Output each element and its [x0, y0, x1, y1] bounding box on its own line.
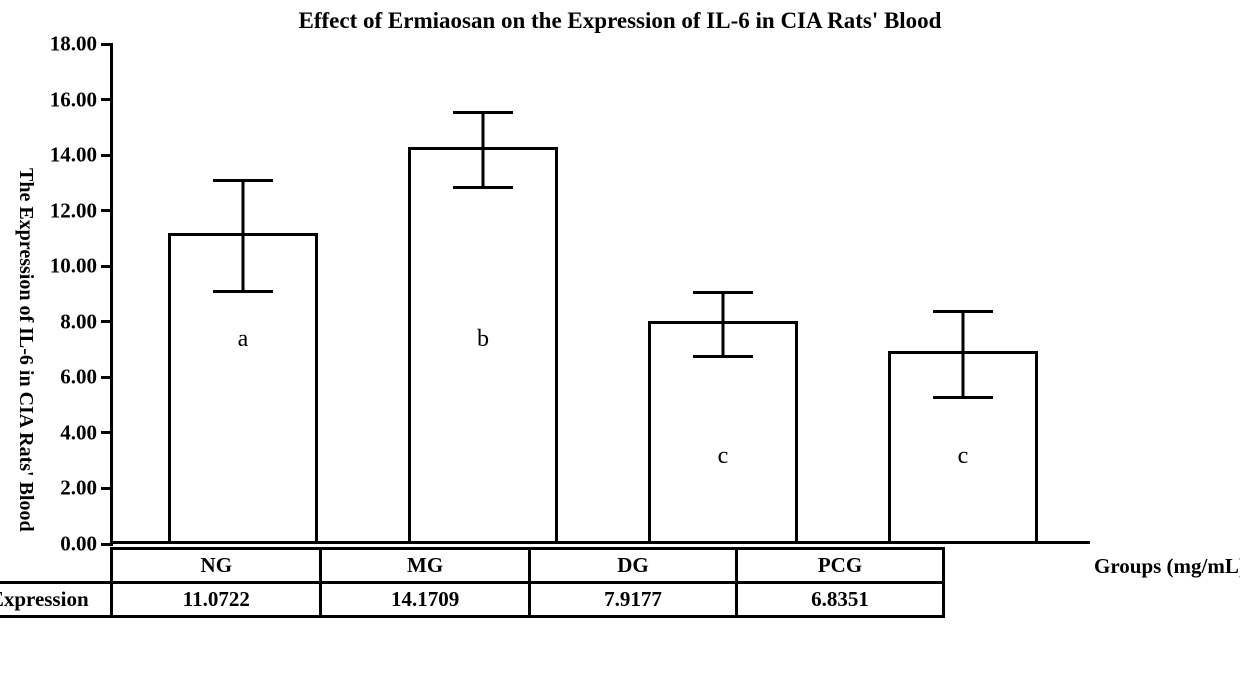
- y-tick-label: 6.00: [60, 365, 113, 390]
- y-axis-label: The Expression of IL-6 in CIA Rats' Bloo…: [14, 80, 37, 620]
- error-bar: [962, 311, 965, 397]
- bar-letter: c: [891, 443, 1035, 470]
- error-cap: [213, 179, 273, 182]
- bar-letter: a: [171, 326, 315, 353]
- bar-letter: b: [411, 326, 555, 353]
- table-row: NGMGDGPCG: [0, 549, 944, 583]
- y-tick-label: 2.00: [60, 476, 113, 501]
- table-category-cell: PCG: [737, 549, 944, 583]
- y-tick-label: 4.00: [60, 420, 113, 445]
- error-cap: [453, 186, 513, 189]
- y-tick-label: 16.00: [50, 87, 113, 112]
- error-cap: [933, 396, 993, 399]
- table-row: Expression11.072214.17097.91776.8351: [0, 583, 944, 617]
- table-row-label: Expression: [0, 583, 112, 617]
- error-bar: [482, 113, 485, 188]
- error-cap: [693, 355, 753, 358]
- error-cap: [453, 111, 513, 114]
- error-bar: [242, 181, 245, 292]
- error-bar: [722, 292, 725, 356]
- bar-mg: b: [408, 147, 558, 541]
- data-table: NGMGDGPCGExpression11.072214.17097.91776…: [0, 547, 945, 618]
- y-tick-label: 8.00: [60, 309, 113, 334]
- plot-wrap: 0.002.004.006.008.0010.0012.0014.0016.00…: [110, 44, 1090, 544]
- bar-letter: c: [651, 443, 795, 470]
- y-tick-label: 10.00: [50, 254, 113, 279]
- y-tick-label: 18.00: [50, 32, 113, 57]
- plot-area: 0.002.004.006.008.0010.0012.0014.0016.00…: [110, 44, 1090, 544]
- table-category-cell: NG: [112, 549, 321, 583]
- table-blank-cell: [0, 549, 112, 583]
- table-value-cell: 7.9177: [530, 583, 737, 617]
- error-cap: [933, 310, 993, 313]
- y-tick-label: 12.00: [50, 198, 113, 223]
- table-value-cell: 11.0722: [112, 583, 321, 617]
- error-cap: [213, 290, 273, 293]
- table-value-cell: 14.1709: [321, 583, 530, 617]
- error-cap: [693, 291, 753, 294]
- table-value-cell: 6.8351: [737, 583, 944, 617]
- table-category-cell: DG: [530, 549, 737, 583]
- chart-title: Effect of Ermiaosan on the Expression of…: [0, 8, 1240, 34]
- table-category-cell: MG: [321, 549, 530, 583]
- y-tick-label: 14.00: [50, 143, 113, 168]
- x-axis-label: Groups (mg/mL): [1094, 554, 1240, 579]
